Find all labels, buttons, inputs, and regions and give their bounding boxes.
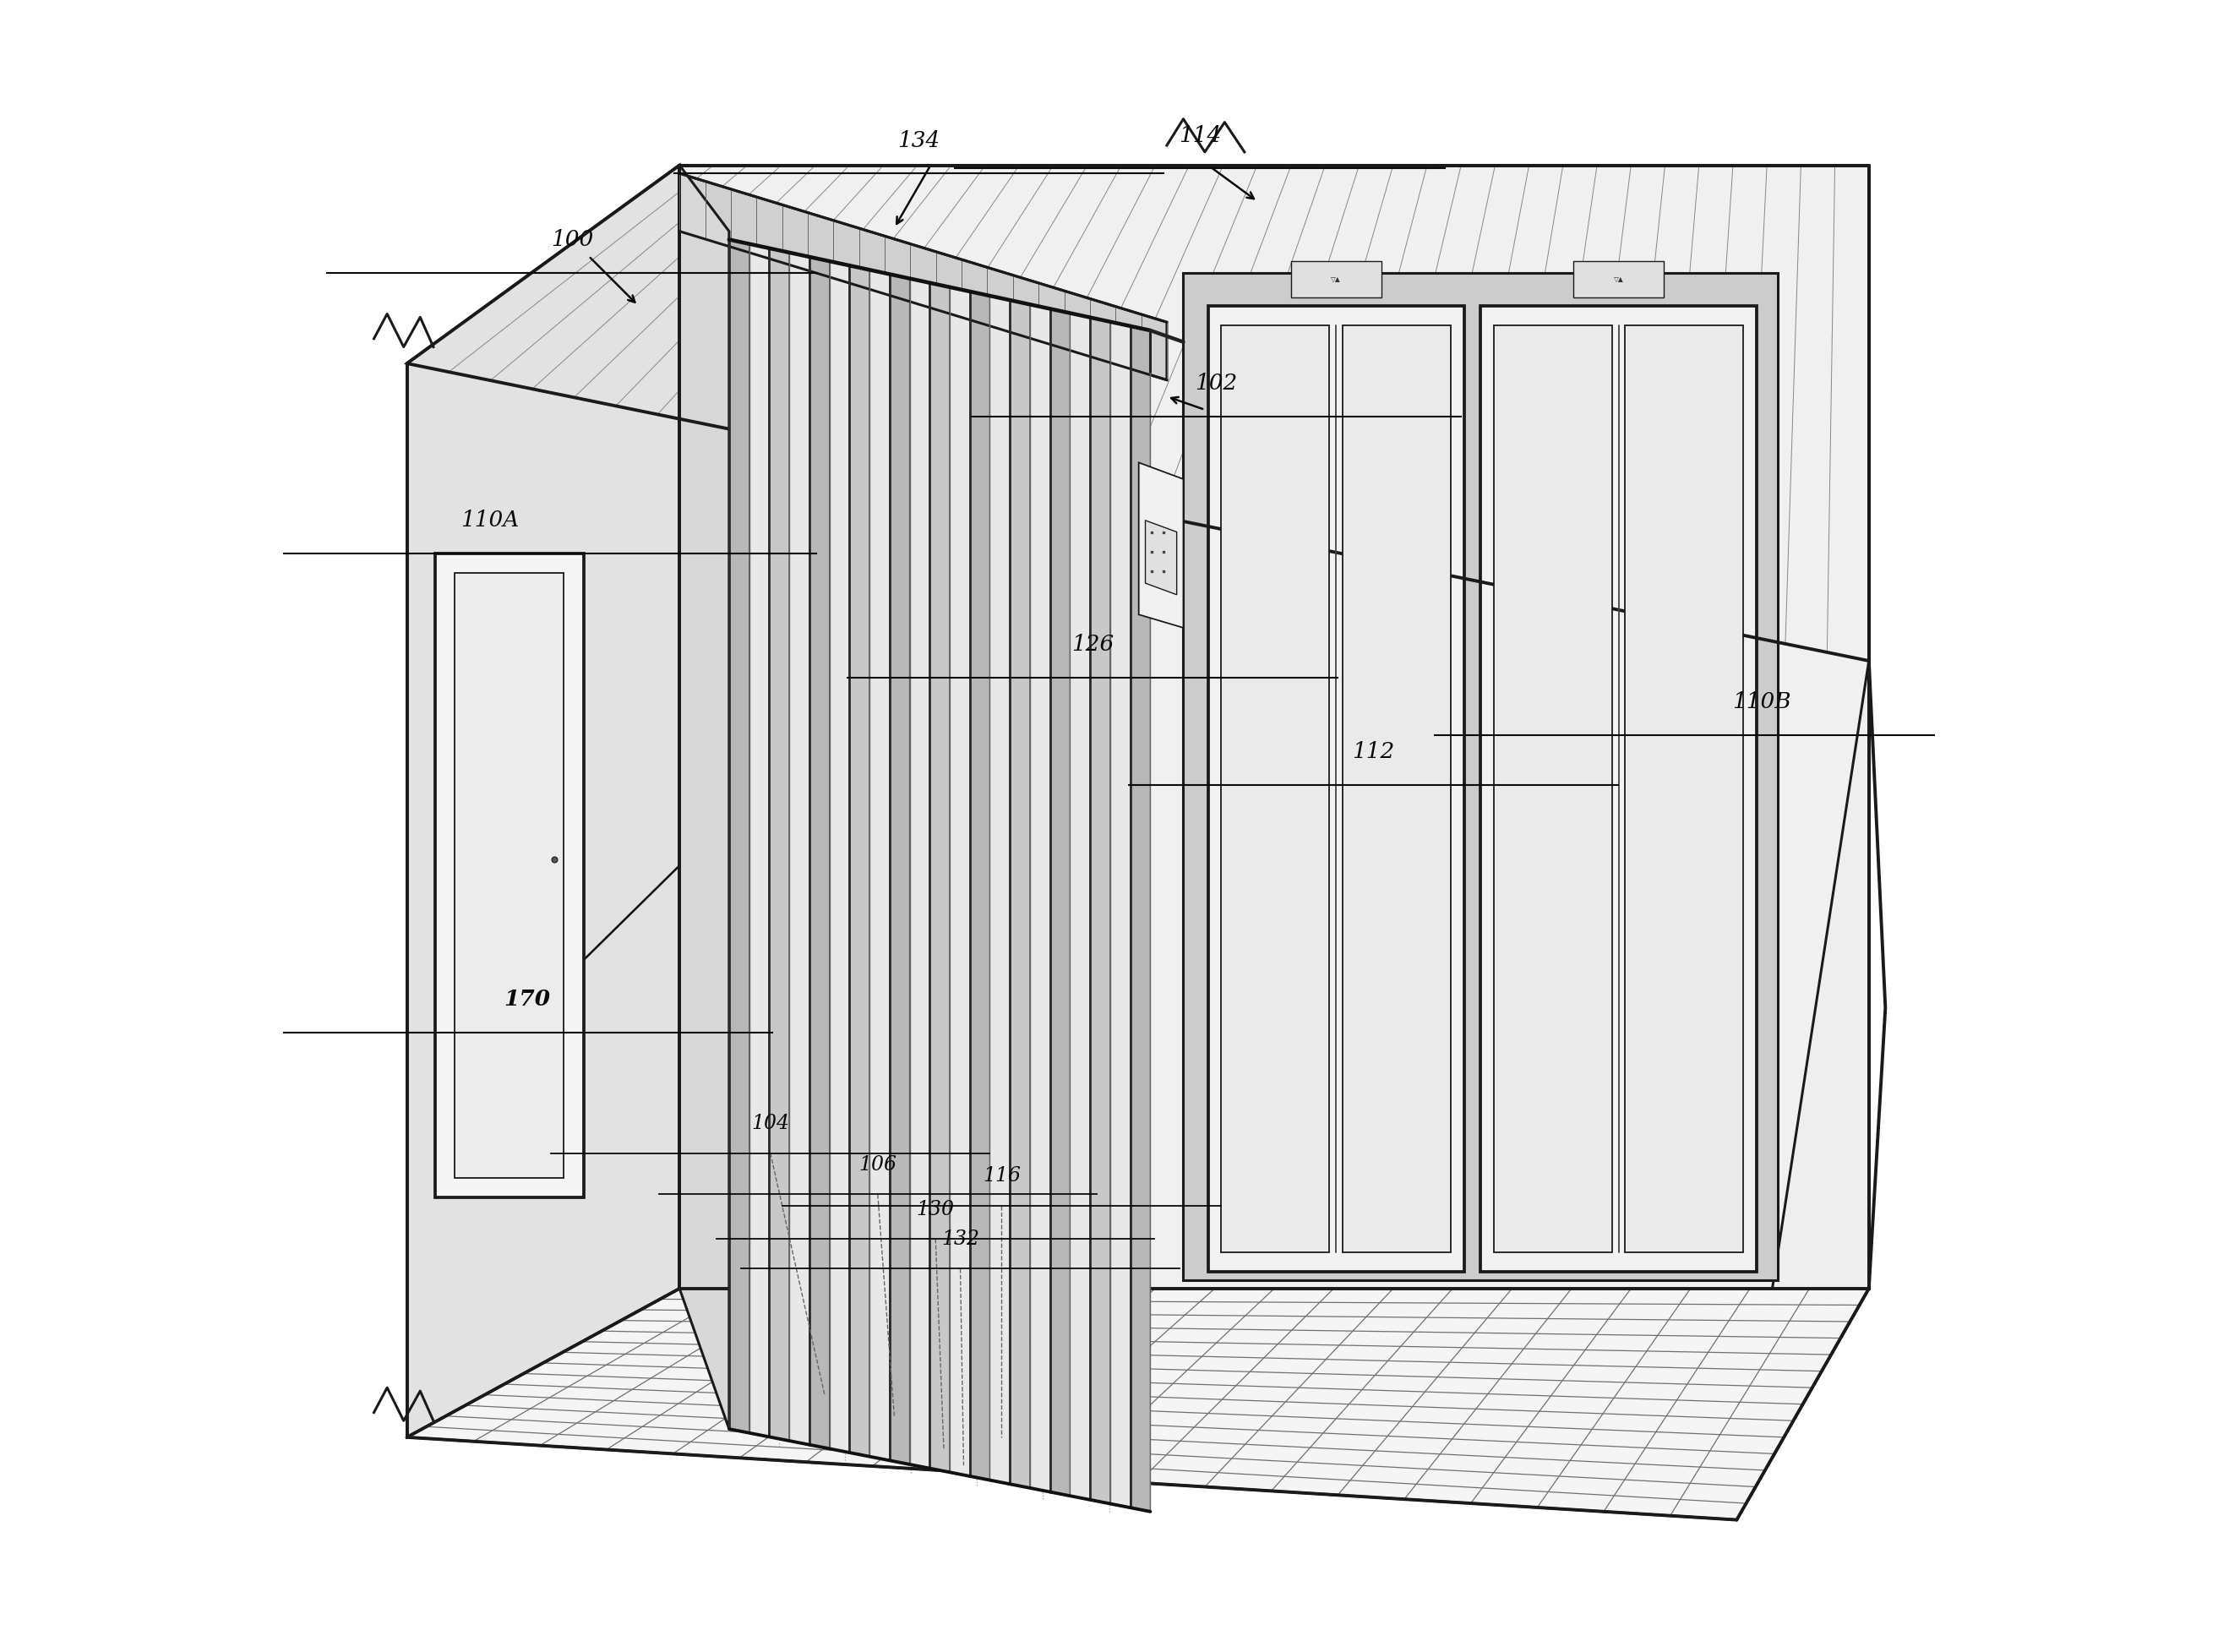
Polygon shape (1138, 463, 1184, 628)
Polygon shape (869, 269, 889, 1460)
Polygon shape (1495, 325, 1612, 1252)
Polygon shape (810, 256, 830, 1449)
Polygon shape (770, 248, 790, 1441)
Polygon shape (909, 279, 929, 1469)
Text: ▽▲: ▽▲ (1331, 276, 1342, 282)
Polygon shape (1029, 304, 1049, 1492)
Polygon shape (1342, 325, 1451, 1252)
Polygon shape (1144, 520, 1178, 595)
Text: 134: 134 (898, 131, 940, 150)
Polygon shape (929, 282, 949, 1472)
Polygon shape (1291, 261, 1382, 297)
Polygon shape (1111, 322, 1131, 1508)
Polygon shape (790, 253, 810, 1446)
Polygon shape (1069, 314, 1089, 1500)
Polygon shape (406, 1289, 1870, 1520)
Text: 114: 114 (1178, 126, 1222, 145)
Polygon shape (1209, 306, 1464, 1272)
Text: 112: 112 (1353, 742, 1395, 762)
Polygon shape (949, 287, 969, 1477)
Polygon shape (1626, 325, 1743, 1252)
Polygon shape (1573, 261, 1664, 297)
Polygon shape (1089, 317, 1111, 1503)
Text: 130: 130 (916, 1199, 954, 1219)
Polygon shape (969, 291, 989, 1480)
Text: 110A: 110A (461, 510, 519, 530)
Polygon shape (989, 296, 1009, 1483)
Text: 116: 116 (983, 1166, 1020, 1186)
Text: 126: 126 (1071, 634, 1113, 654)
Text: 104: 104 (752, 1113, 790, 1133)
Polygon shape (455, 573, 563, 1178)
Text: 132: 132 (940, 1229, 980, 1249)
Polygon shape (830, 261, 849, 1452)
Polygon shape (679, 173, 1167, 380)
Polygon shape (730, 240, 750, 1432)
Polygon shape (750, 244, 770, 1437)
Polygon shape (679, 165, 1870, 1289)
Polygon shape (679, 165, 730, 1429)
Text: 106: 106 (858, 1155, 896, 1175)
Polygon shape (1482, 306, 1757, 1272)
Polygon shape (1222, 325, 1329, 1252)
Polygon shape (849, 266, 869, 1457)
Polygon shape (1049, 309, 1069, 1495)
Text: 102: 102 (1196, 373, 1238, 393)
Polygon shape (889, 274, 909, 1464)
Polygon shape (406, 165, 679, 1437)
Polygon shape (1131, 325, 1151, 1512)
Text: 170: 170 (503, 990, 550, 1009)
Polygon shape (435, 553, 583, 1198)
Polygon shape (1737, 165, 1870, 1520)
Polygon shape (1009, 301, 1029, 1488)
Polygon shape (1184, 273, 1779, 1280)
Polygon shape (406, 165, 1870, 661)
Text: 100: 100 (550, 230, 594, 249)
Text: ▽▲: ▽▲ (1615, 276, 1624, 282)
Text: 110B: 110B (1732, 692, 1790, 712)
